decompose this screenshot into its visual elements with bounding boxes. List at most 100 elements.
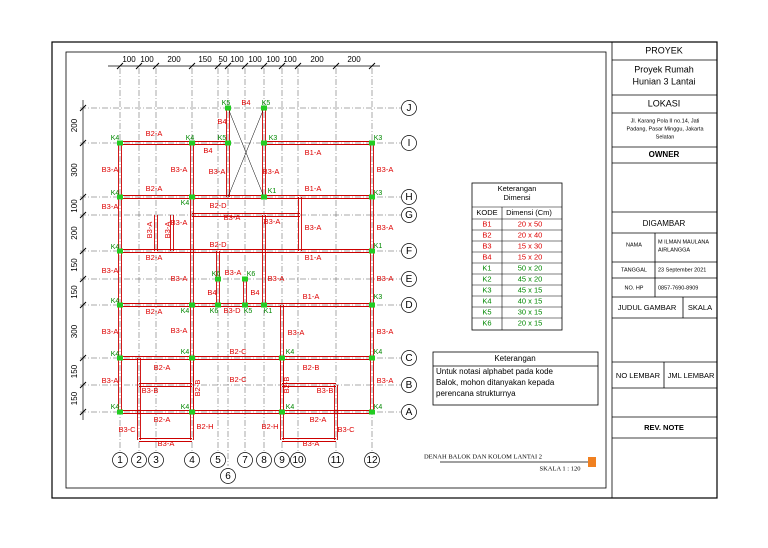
grid-label: 4 <box>189 455 195 466</box>
column-label: K1 <box>268 188 277 195</box>
dim-tick <box>294 62 302 70</box>
grid-label: C <box>405 353 412 364</box>
column <box>117 194 123 200</box>
column <box>261 302 267 308</box>
column <box>189 194 195 200</box>
label: NO. HP <box>625 285 644 291</box>
grid-bubble <box>401 350 417 366</box>
address: Selatan <box>656 134 675 140</box>
legend-code: B2 <box>482 230 491 239</box>
grid-bubble <box>210 452 226 468</box>
column <box>117 248 123 254</box>
beam-label: B3-A <box>305 223 322 232</box>
column-label: K3 <box>374 294 383 301</box>
legend-code: K4 <box>482 296 491 305</box>
dim-left: 300 <box>70 324 79 338</box>
beam-label: B3-A <box>171 274 188 283</box>
grid-label: G <box>405 210 413 221</box>
beam-label: B3-A <box>224 213 241 222</box>
legend-code: B3 <box>482 241 491 250</box>
dim-left: 150 <box>70 391 79 405</box>
dim-left: 150 <box>70 364 79 378</box>
column <box>189 302 195 308</box>
beam-label: B3-A <box>377 327 394 336</box>
column-label: K4 <box>111 298 120 305</box>
column <box>117 409 123 415</box>
column <box>261 140 267 146</box>
grid-bubble <box>237 452 253 468</box>
grid-label: E <box>406 274 413 285</box>
legend-box <box>471 182 563 331</box>
column <box>189 409 195 415</box>
beam-label: B3-B <box>142 386 159 395</box>
note-box <box>432 351 599 406</box>
column-label: K4 <box>181 308 190 315</box>
note-text: Balok, mohon ditanyakan kepada <box>436 378 555 387</box>
column <box>279 409 285 415</box>
column-label: K4 <box>181 404 190 411</box>
column-label: K4 <box>181 349 190 356</box>
column-label: K3 <box>374 190 383 197</box>
column <box>225 105 231 111</box>
beam-label: B2-H <box>196 422 213 431</box>
dim-tick <box>79 301 87 309</box>
column <box>369 194 375 200</box>
grid-label: 11 <box>331 455 342 466</box>
drawing-title: DENAH BALOK DAN KOLOM LANTAI 2 <box>424 453 542 460</box>
beam-label: B1-A <box>303 292 320 301</box>
grid-bubble <box>401 404 417 420</box>
dim-tick <box>79 247 87 255</box>
grid-label: 1 <box>117 455 123 466</box>
grid-label: 2 <box>136 455 142 466</box>
column-label: K6 <box>210 308 219 315</box>
beam-label: B2-D <box>209 240 227 249</box>
dim-tick <box>79 139 87 147</box>
dim-left: 200 <box>70 226 79 240</box>
dim-tick <box>214 62 222 70</box>
beam-label: B3-A <box>102 327 119 336</box>
column-label: K4 <box>111 135 120 142</box>
column-label: K5 <box>262 100 271 107</box>
dim-tick <box>79 408 87 416</box>
beam-label: B2-A <box>310 415 327 424</box>
column-label: K4 <box>374 404 383 411</box>
dim-left: 150 <box>70 258 79 272</box>
column-label: K5 <box>218 135 227 142</box>
beam-label: B3-A <box>263 167 280 176</box>
drawing-scale: SKALA 1 : 120 <box>540 465 581 472</box>
column <box>215 302 221 308</box>
column-label: K1 <box>374 243 383 250</box>
grid-label: I <box>408 138 411 149</box>
address: Padang, Pasar Minggu, Jakarta <box>626 126 704 132</box>
column <box>369 140 375 146</box>
legend-code: K3 <box>482 285 491 294</box>
legend-title: Dimensi <box>503 193 530 202</box>
legend-title: Keterangan <box>498 184 537 193</box>
beam-label: B3-A <box>264 217 281 226</box>
beam-label: B3-A <box>158 439 175 448</box>
beam-label: B4 <box>241 98 250 107</box>
legend-header: KODE <box>476 208 497 217</box>
column <box>117 355 123 361</box>
grid-label: J <box>407 103 412 114</box>
beam-label: B3-C <box>118 425 136 434</box>
column <box>369 409 375 415</box>
grid-bubble <box>256 452 272 468</box>
beam-label: B3-A <box>377 223 394 232</box>
column <box>215 276 221 282</box>
grid-label: A <box>406 407 413 418</box>
beam-label: B3-B <box>317 386 334 395</box>
drawing-frame <box>65 51 607 489</box>
value: M ILMAN MAULANA <box>658 239 709 245</box>
beam-label: B2-A <box>146 129 163 138</box>
column-label: K4 <box>111 351 120 358</box>
grid-bubble <box>401 271 417 287</box>
column-label: K4 <box>286 349 295 356</box>
beam-label: B2-H <box>261 422 278 431</box>
grid-bubble <box>401 243 417 259</box>
legend-dim: 45 x 20 <box>518 274 543 283</box>
beam-label: B1-A <box>305 148 322 157</box>
beam-label: B4 <box>217 117 226 126</box>
title-marker <box>588 457 596 467</box>
beam-label: B3-A <box>171 218 188 227</box>
